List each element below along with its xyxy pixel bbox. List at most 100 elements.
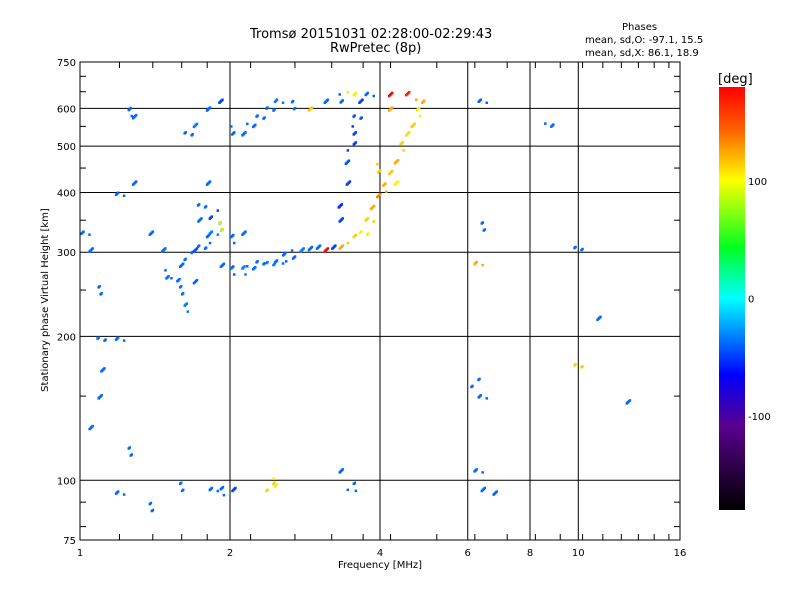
echo-point	[116, 490, 120, 493]
echo-point	[574, 363, 577, 366]
echo-point	[361, 98, 364, 102]
echo-point	[246, 122, 249, 126]
echo-point	[221, 228, 224, 231]
echo-point	[351, 125, 355, 128]
colorbar-tick-label: 0	[748, 295, 754, 306]
echo-point	[475, 468, 478, 471]
echo-point	[471, 384, 474, 388]
echo-point	[234, 486, 237, 490]
echo-point	[100, 394, 103, 397]
y-tick-label: 750	[57, 58, 76, 69]
y-tick-label: 100	[57, 476, 76, 487]
echo-point	[221, 98, 224, 102]
echo-point	[390, 91, 394, 95]
echo-point	[483, 228, 487, 231]
echo-point	[581, 365, 584, 368]
echo-point	[151, 508, 155, 512]
echo-point	[574, 245, 577, 249]
y-tick-label: 200	[57, 332, 76, 343]
echo-point	[346, 488, 350, 492]
echo-point	[195, 278, 199, 282]
echo-point	[216, 233, 220, 236]
x-tick-label: 2	[227, 548, 233, 559]
stats-heading: Phases	[622, 22, 658, 33]
echo-point	[423, 99, 426, 103]
echo-point	[266, 106, 269, 109]
echo-point	[341, 244, 344, 247]
echo-point	[256, 260, 259, 263]
x-tick-label: 1	[77, 548, 83, 559]
echo-point	[178, 277, 181, 281]
echo-point	[191, 250, 194, 254]
echo-point	[367, 232, 370, 235]
echo-point	[310, 245, 314, 249]
echo-point	[170, 276, 173, 280]
echo-point	[232, 233, 235, 237]
echo-point	[341, 217, 344, 220]
echo-point	[281, 262, 285, 265]
echo-point	[134, 180, 138, 183]
echo-point	[97, 336, 100, 339]
echo-point	[184, 257, 187, 261]
echo-point	[195, 122, 199, 126]
echo-point	[485, 101, 489, 105]
echo-point	[302, 247, 305, 250]
echo-point	[275, 483, 279, 486]
echo-point	[475, 260, 478, 264]
echo-point	[233, 273, 236, 276]
echo-point	[334, 244, 337, 247]
echo-point	[216, 489, 220, 493]
echo-point	[281, 101, 285, 105]
echo-point	[129, 106, 133, 110]
echo-point	[254, 123, 257, 127]
echo-point	[263, 116, 266, 119]
echo-point	[354, 131, 358, 134]
echo-point	[366, 217, 369, 220]
echo-point	[340, 203, 344, 206]
echo-point	[254, 266, 257, 269]
echo-point	[149, 501, 153, 505]
echo-point	[167, 275, 170, 278]
echo-point	[341, 468, 344, 471]
colorbar-tick-label: 100	[748, 177, 767, 188]
echo-point	[275, 98, 279, 102]
echo-point	[347, 159, 351, 162]
echo-point	[417, 106, 421, 110]
x-tick-label: 8	[527, 548, 533, 559]
echo-point	[179, 481, 183, 485]
echo-point	[184, 131, 187, 134]
echo-point	[284, 260, 288, 263]
echo-point	[197, 203, 201, 206]
colorbar-tick-label: -100	[748, 412, 771, 423]
echo-point	[222, 493, 226, 497]
echo-point	[244, 131, 247, 134]
echo-point	[353, 481, 357, 485]
echo-point	[246, 265, 249, 268]
echo-point	[221, 485, 225, 489]
echo-point	[346, 90, 350, 94]
echo-point	[88, 233, 91, 236]
echo-point	[495, 490, 498, 493]
echo-point	[230, 125, 233, 128]
echo-point	[273, 108, 276, 111]
echo-point	[204, 246, 208, 249]
echo-point	[354, 91, 358, 95]
echo-point	[244, 273, 247, 276]
echo-point	[130, 453, 134, 456]
echo-point	[401, 141, 404, 144]
echo-point	[116, 191, 120, 194]
echo-point	[360, 116, 363, 119]
echo-point	[293, 255, 297, 258]
echo-point	[338, 93, 341, 96]
echo-point	[185, 302, 189, 305]
echo-point	[134, 113, 138, 117]
echo-point	[122, 339, 126, 342]
colorbar-label: [deg]	[718, 72, 753, 87]
echo-point	[481, 263, 484, 267]
echo-point	[479, 394, 483, 397]
echo-point	[181, 262, 185, 266]
echo-point	[291, 99, 295, 103]
y-tick-label: 75	[63, 536, 76, 547]
